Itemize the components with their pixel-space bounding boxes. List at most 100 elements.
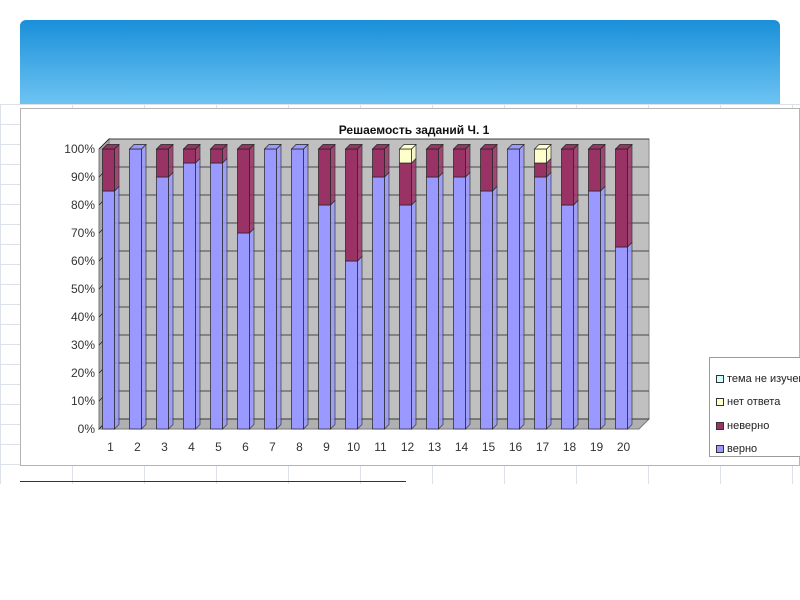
legend-item: неверно: [716, 414, 800, 438]
y-tick-label: 100%: [64, 142, 95, 156]
x-tick-label: 9: [323, 440, 330, 454]
bar-segment: [399, 204, 412, 430]
bar-segment: [534, 176, 547, 430]
bar-segment-side: [573, 143, 579, 206]
bar-segment: [156, 176, 169, 430]
bar-segment-side: [384, 171, 390, 430]
legend: тема не изучена нет ответа неверно верно: [709, 357, 800, 457]
x-tick-label: 10: [347, 440, 361, 454]
bar-segment-side: [465, 143, 471, 178]
bar-segment: [615, 148, 628, 248]
legend-label: верно: [727, 443, 758, 456]
gridline-diagonal: [98, 138, 110, 150]
y-tick-label: 60%: [71, 254, 95, 268]
bar-segment: [561, 204, 574, 430]
bar-segment: [588, 190, 601, 430]
bar-segment-side: [168, 143, 174, 178]
bar-segment-side: [492, 143, 498, 192]
bar-segment: [156, 148, 169, 178]
bar-segment-side: [330, 199, 336, 430]
legend-label: неверно: [727, 419, 770, 432]
legend-item: верно: [716, 438, 800, 462]
legend-swatch: [716, 421, 724, 430]
legend-item: тема не изучена: [716, 367, 800, 391]
bar-segment-side: [357, 255, 363, 430]
bar-segment: [615, 246, 628, 430]
x-tick-label: 14: [455, 440, 469, 454]
bar-top: [479, 144, 498, 150]
bar-segment: [318, 204, 331, 430]
x-tick-label: 3: [161, 440, 168, 454]
bar-top: [560, 144, 579, 150]
legend-swatch: [716, 374, 724, 383]
bar-segment: [480, 148, 493, 192]
bar-top: [182, 144, 201, 150]
x-tick-label: 4: [188, 440, 195, 454]
bar-segment-side: [384, 143, 390, 178]
y-tick-label: 30%: [71, 338, 95, 352]
bar-segment: [534, 148, 547, 164]
header-bar: [20, 20, 780, 104]
bar-segment: [210, 162, 223, 430]
bar-segment-side: [573, 199, 579, 430]
legend-label: тема не изучена: [727, 372, 800, 385]
bar-top: [317, 144, 336, 150]
bar-segment-side: [600, 143, 606, 192]
x-tick-label: 16: [509, 440, 523, 454]
x-tick-label: 18: [563, 440, 577, 454]
bar-top: [452, 144, 471, 150]
bar-segment: [399, 162, 412, 206]
bar-top: [209, 144, 228, 150]
bar-top: [614, 144, 633, 150]
bar-segment: [588, 148, 601, 192]
bar-segment: [183, 162, 196, 430]
bar-segment: [291, 148, 304, 430]
y-tick-label: 70%: [71, 226, 95, 240]
y-tick-label: 50%: [71, 282, 95, 296]
bar-top: [290, 144, 309, 150]
x-tick-label: 6: [242, 440, 249, 454]
x-tick-label: 15: [482, 440, 496, 454]
bar-segment-side: [411, 157, 417, 206]
bar-top: [101, 144, 120, 150]
bar-segment-side: [114, 143, 120, 192]
stacked-bar-chart: Решаемость заданий Ч. 1 0% 10% 20% 30% 40% 50…: [64, 123, 651, 454]
x-tick-label: 8: [296, 440, 303, 454]
bar-segment: [102, 190, 115, 430]
bar-top: [128, 144, 147, 150]
plot-area: 0%10%20%30%40%50%60%70%80%90%100%1 2 3 4 5 6 7…: [64, 137, 651, 454]
bar-segment-side: [276, 143, 282, 430]
bar-segment-side: [114, 185, 120, 430]
bar-top: [587, 144, 606, 150]
bar-segment-side: [357, 143, 363, 262]
bar-top: [506, 144, 525, 150]
bar-segment: [345, 148, 358, 262]
bar-segment-side: [249, 227, 255, 430]
bar-segment-side: [600, 185, 606, 430]
bar-segment: [264, 148, 277, 430]
bar-segment-side: [519, 143, 525, 430]
bar-segment-side: [465, 171, 471, 430]
bar-segment-side: [627, 241, 633, 430]
x-tick-label: 1: [107, 440, 114, 454]
bar-segment-side: [330, 143, 336, 206]
bar-segment: [372, 148, 385, 178]
bar-segment: [183, 148, 196, 164]
bar-segment: [480, 190, 493, 430]
bar-top: [155, 144, 174, 150]
y-tick-label: 10%: [71, 394, 95, 408]
y-tick-label: 90%: [71, 170, 95, 184]
bar-segment-side: [303, 143, 309, 430]
x-tick-label: 11: [374, 440, 387, 454]
bar-segment: [507, 148, 520, 430]
bar-segment: [453, 176, 466, 430]
x-tick-label: 19: [590, 440, 604, 454]
x-tick-label: 2: [134, 440, 141, 454]
bar-segment-side: [195, 157, 201, 430]
x-tick-label: 17: [536, 440, 550, 454]
x-tick-label: 7: [269, 440, 276, 454]
y-tick-label: 40%: [71, 310, 95, 324]
legend-label: нет ответа: [727, 396, 781, 409]
bar-segment-side: [546, 171, 552, 430]
bar-segment-side: [249, 143, 255, 234]
